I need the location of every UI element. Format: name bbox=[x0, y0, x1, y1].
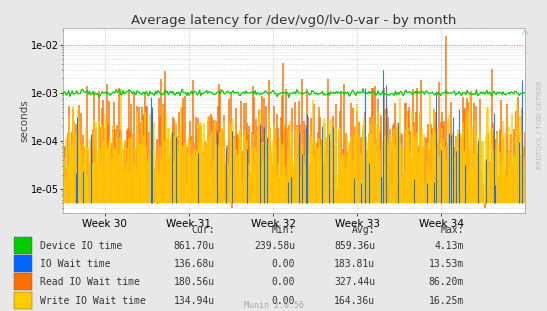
Text: 180.56u: 180.56u bbox=[173, 277, 214, 287]
Text: 164.36u: 164.36u bbox=[334, 296, 375, 306]
Title: Average latency for /dev/vg0/lv-0-var - by month: Average latency for /dev/vg0/lv-0-var - … bbox=[131, 14, 457, 27]
Text: IO Wait time: IO Wait time bbox=[40, 258, 111, 269]
Text: 136.68u: 136.68u bbox=[173, 258, 214, 269]
Text: Min:: Min: bbox=[271, 225, 295, 235]
Text: 134.94u: 134.94u bbox=[173, 296, 214, 306]
Text: 4.13m: 4.13m bbox=[434, 241, 464, 251]
Text: Read IO Wait time: Read IO Wait time bbox=[40, 277, 140, 287]
Text: Device IO time: Device IO time bbox=[40, 241, 123, 251]
Text: 86.20m: 86.20m bbox=[428, 277, 464, 287]
Text: Max:: Max: bbox=[440, 225, 464, 235]
Bar bbox=[14, 273, 32, 290]
Bar bbox=[14, 292, 32, 309]
Text: 13.53m: 13.53m bbox=[428, 258, 464, 269]
Text: 183.81u: 183.81u bbox=[334, 258, 375, 269]
Bar bbox=[14, 237, 32, 254]
Text: 0.00: 0.00 bbox=[271, 277, 295, 287]
Text: Write IO Wait time: Write IO Wait time bbox=[40, 296, 146, 306]
Text: RRDTOOL / TOBI OETIKER: RRDTOOL / TOBI OETIKER bbox=[537, 80, 543, 169]
Text: 16.25m: 16.25m bbox=[428, 296, 464, 306]
Y-axis label: seconds: seconds bbox=[19, 99, 30, 142]
Text: Avg:: Avg: bbox=[352, 225, 375, 235]
Text: Cur:: Cur: bbox=[191, 225, 214, 235]
Text: 327.44u: 327.44u bbox=[334, 277, 375, 287]
Text: 239.58u: 239.58u bbox=[254, 241, 295, 251]
Text: 0.00: 0.00 bbox=[271, 258, 295, 269]
Bar bbox=[14, 255, 32, 272]
Text: 861.70u: 861.70u bbox=[173, 241, 214, 251]
Text: Munin 2.0.56: Munin 2.0.56 bbox=[243, 301, 304, 310]
Text: 859.36u: 859.36u bbox=[334, 241, 375, 251]
Text: 0.00: 0.00 bbox=[271, 296, 295, 306]
